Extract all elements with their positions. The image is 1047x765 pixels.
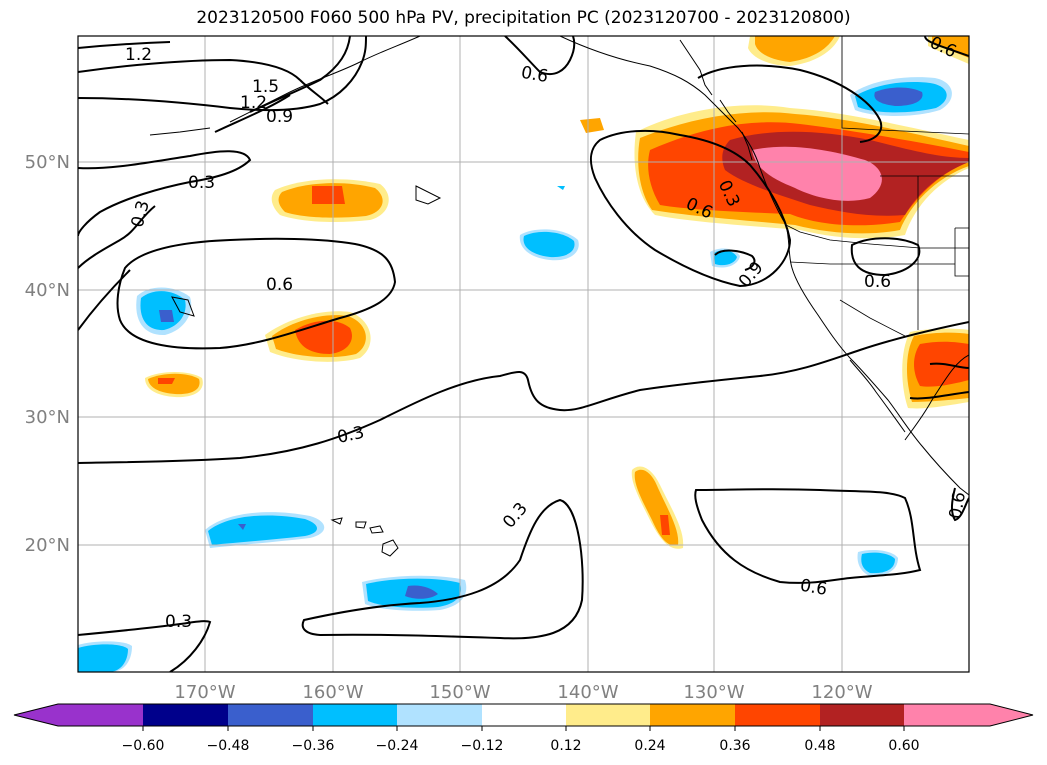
contour-label: 0.3 (165, 612, 192, 632)
colorbar: −0.60 −0.48 −0.36 −0.24 −0.12 0.12 0.24 … (13, 703, 1034, 754)
political-borders (785, 36, 969, 337)
colorbar-tick-label: −0.12 (461, 738, 504, 754)
lon-label: 170°W (174, 682, 235, 703)
contour-label: 0.9 (266, 107, 293, 127)
lat-label: 20°N (25, 535, 70, 556)
colorbar-extend-high (990, 704, 1033, 726)
contour-label: 0.6 (519, 63, 549, 87)
lat-label: 50°N (25, 152, 70, 173)
colorbar-extend-low (14, 704, 58, 726)
lon-label: 150°W (429, 682, 490, 703)
contour-label: 1.5 (252, 77, 279, 97)
lon-label: 160°W (302, 682, 363, 703)
lat-label: 40°N (25, 280, 70, 301)
lat-label: 30°N (25, 407, 70, 428)
contour-label: 0.6 (266, 275, 293, 295)
colorbar-tick-label: 0.36 (719, 738, 750, 754)
lon-label: 120°W (811, 682, 872, 703)
colorbar-tick-label: −0.36 (292, 738, 335, 754)
contour-label: 0.3 (188, 173, 215, 193)
map-frame (77, 35, 970, 673)
contour-label: 1.2 (240, 93, 267, 113)
lon-label: 130°W (683, 682, 744, 703)
precip-shading (78, 36, 969, 672)
colorbar-tick-label: 0.12 (550, 738, 581, 754)
colorbar-tick-label: −0.48 (207, 738, 250, 754)
map-title: 2023120500 F060 500 hPa PV, precipitatio… (196, 8, 851, 28)
colorbar-tick-label: 0.48 (804, 738, 835, 754)
lon-label: 140°W (557, 682, 618, 703)
colorbar-tick-label: −0.24 (376, 738, 419, 754)
pv-contour-0.3-south (78, 321, 969, 464)
colorbar-tick-label: 0.60 (888, 738, 919, 754)
hawaiian-islands (171, 185, 442, 557)
contour-label: 0.6 (946, 490, 970, 520)
contour-label: 0.6 (864, 272, 891, 292)
colorbar-tick-label: −0.60 (122, 738, 165, 754)
lat-labels: 50°N 40°N 30°N 20°N (25, 152, 70, 556)
graticule (78, 36, 969, 672)
contour-label: 1.2 (125, 45, 152, 65)
pv-contour-0.6-mid (116, 237, 397, 350)
pv-contours (78, 36, 969, 672)
colorbar-tick-label: 0.24 (634, 738, 665, 754)
contour-label: 0.6 (798, 576, 828, 600)
lon-labels: 170°W 160°W 150°W 140°W 130°W 120°W (174, 682, 872, 703)
